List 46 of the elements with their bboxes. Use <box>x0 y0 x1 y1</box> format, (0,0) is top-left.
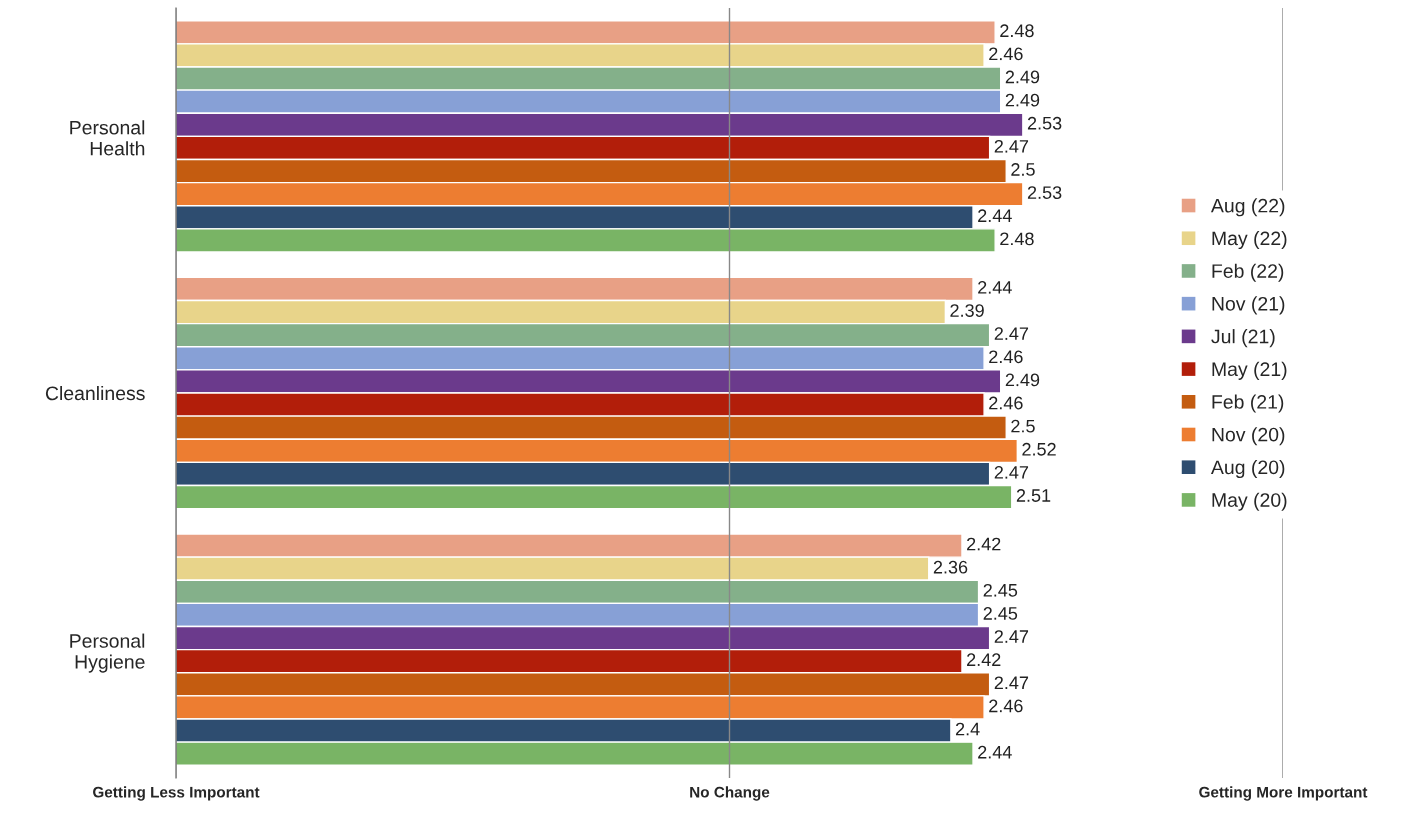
legend-label: May (21) <box>1212 361 1287 380</box>
data-label: 2.49 <box>1005 70 1040 84</box>
y-tick-label: Personal Health <box>70 120 145 156</box>
data-label: 2.53 <box>1027 186 1062 199</box>
data-label: 2.49 <box>1005 93 1040 107</box>
data-label: 2.4 <box>955 722 980 736</box>
data-label: 2.47 <box>994 139 1029 153</box>
data-label: 2.48 <box>1000 24 1034 38</box>
data-label: 2.45 <box>983 607 1018 620</box>
data-label: 2.46 <box>989 350 1023 364</box>
data-label: 2.52 <box>1022 442 1056 456</box>
ref-line-label: No Change <box>690 786 770 801</box>
data-label: 2.47 <box>994 465 1029 479</box>
legend-label: Nov (20) <box>1212 427 1285 446</box>
data-label: 2.44 <box>978 745 1012 759</box>
legend-label: Feb (22) <box>1212 263 1284 282</box>
data-label: 2.47 <box>994 630 1029 643</box>
data-label: 2.44 <box>978 209 1012 222</box>
data-label: 2.42 <box>967 653 1001 666</box>
legend-label: Nov (21) <box>1212 296 1285 315</box>
data-label: 2.5 <box>1011 163 1035 176</box>
data-label: 2.46 <box>989 699 1023 713</box>
ref-line-label: Getting More Important <box>1199 786 1368 801</box>
legend-label: Feb (21) <box>1212 394 1284 413</box>
data-label: 2.53 <box>1027 116 1062 130</box>
data-label: 2.51 <box>1016 489 1051 502</box>
data-label: 2.44 <box>978 281 1012 294</box>
data-label: 2.39 <box>950 304 984 317</box>
ref-line-label: Getting Less Important <box>93 786 260 801</box>
data-label: 2.46 <box>989 396 1023 410</box>
legend-label: May (20) <box>1212 492 1287 511</box>
y-tick-label: Cleanliness <box>45 385 145 401</box>
data-label: 2.36 <box>933 560 968 574</box>
data-label: 2.45 <box>983 583 1018 597</box>
data-label: 2.47 <box>994 676 1029 690</box>
legend-label: Aug (20) <box>1210 459 1285 479</box>
y-tick-label: Personal Hygiene <box>70 633 145 673</box>
data-label: 2.48 <box>1000 232 1034 246</box>
data-label: 2.46 <box>989 47 1023 61</box>
legend-label: May (22) <box>1212 230 1287 250</box>
data-label: 2.5 <box>1011 419 1035 433</box>
legend-label: Jul (21) <box>1211 329 1275 348</box>
legend-label: Aug (22) <box>1210 198 1285 217</box>
data-label: 2.49 <box>1005 373 1040 387</box>
data-label: 2.42 <box>967 537 1001 551</box>
data-label: 2.47 <box>994 327 1029 340</box>
